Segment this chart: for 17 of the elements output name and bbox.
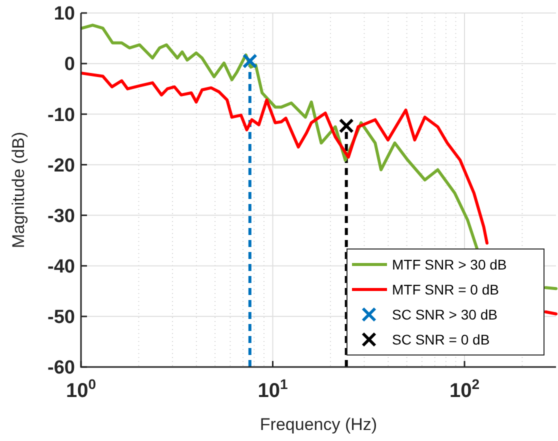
x-tick-label: 10$^{2}$: [449, 376, 480, 402]
y-tick-label: -20: [48, 155, 75, 176]
y-tick-label: -40: [48, 256, 75, 278]
y-tick-label: -60: [48, 358, 75, 379]
x-axis-title: Frequency (Hz): [260, 415, 378, 434]
y-tick-label: -10: [48, 104, 75, 126]
y-tick-label: 0: [64, 54, 75, 76]
y-tick-label: 10: [54, 4, 75, 25]
y-axis-title: Magnitude (dB): [9, 132, 28, 248]
x-tick-label: 10$^{1}$: [258, 376, 288, 402]
legend-label: SC SNR > 30 dB: [392, 306, 498, 322]
x-tick-label: 10$^{0}$: [66, 376, 96, 402]
y-tick-label: -50: [48, 307, 75, 328]
y-tick-label: -30: [48, 206, 75, 227]
legend-label: MTF SNR > 30 dB: [392, 256, 507, 272]
legend-label: SC SNR = 0 dB: [392, 331, 490, 348]
legend-label: MTF SNR = 0 dB: [392, 281, 499, 298]
